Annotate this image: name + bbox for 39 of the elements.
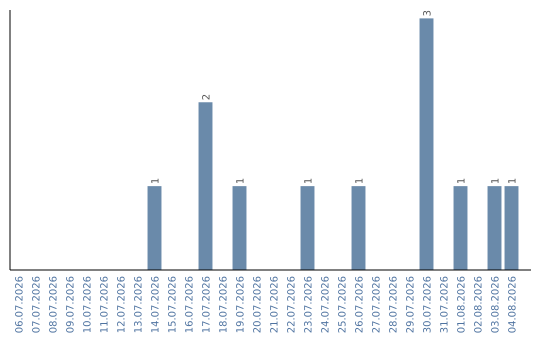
x-tick-label: 23.07.2026: [304, 276, 314, 334]
x-tick-label: 25.07.2026: [338, 276, 348, 334]
data-label: 1: [490, 178, 502, 184]
x-tick-label: 08.07.2026: [48, 276, 60, 334]
x-tick-label: 18.07.2026: [218, 276, 230, 334]
x-tick-label: 17.07.2026: [202, 276, 212, 334]
x-tick-label: 27.07.2026: [372, 276, 382, 334]
data-label: 1: [150, 178, 162, 184]
x-tick-label: 28.07.2026: [388, 276, 400, 334]
x-tick-label: 29.07.2026: [406, 276, 416, 334]
x-tick-label: 06.07.2026: [14, 276, 26, 334]
x-tick-label: 12.07.2026: [116, 276, 128, 334]
data-label: 1: [354, 178, 366, 184]
x-tick-label: 11.07.2026: [100, 276, 110, 334]
x-tick-label: 07.07.2026: [32, 276, 42, 334]
x-tick-label: 31.07.2026: [440, 276, 450, 334]
x-tick-label: 16.07.2026: [184, 276, 196, 334]
x-tick-label: 20.07.2026: [252, 276, 264, 334]
x-tick-label: 14.07.2026: [150, 276, 162, 334]
data-label: 2: [202, 94, 212, 100]
x-tick-label: 04.08.2026: [508, 276, 518, 334]
data-label: 3: [422, 10, 434, 16]
x-tick-label: 09.07.2026: [66, 276, 76, 334]
x-tick-label: 24.07.2026: [320, 276, 332, 334]
x-tick-label: 02.08.2026: [474, 276, 484, 334]
x-tick-label: 10.07.2026: [82, 276, 94, 334]
x-tick-label: 22.07.2026: [286, 276, 298, 334]
data-label: 1: [508, 178, 518, 184]
x-tick-label: 19.07.2026: [236, 276, 246, 334]
x-tick-label: 01.08.2026: [456, 276, 468, 334]
data-label: 1: [236, 178, 246, 184]
x-tick-label: 21.07.2026: [270, 276, 280, 334]
x-tick-label: 26.07.2026: [354, 276, 366, 334]
data-label: 1: [456, 178, 468, 184]
x-tick-label: 13.07.2026: [134, 276, 144, 334]
x-tick-label: 15.07.2026: [168, 276, 178, 334]
x-tick-label: 30.07.2026: [422, 276, 434, 334]
data-label: 1: [304, 178, 314, 184]
x-tick-label: 03.08.2026: [490, 276, 502, 334]
